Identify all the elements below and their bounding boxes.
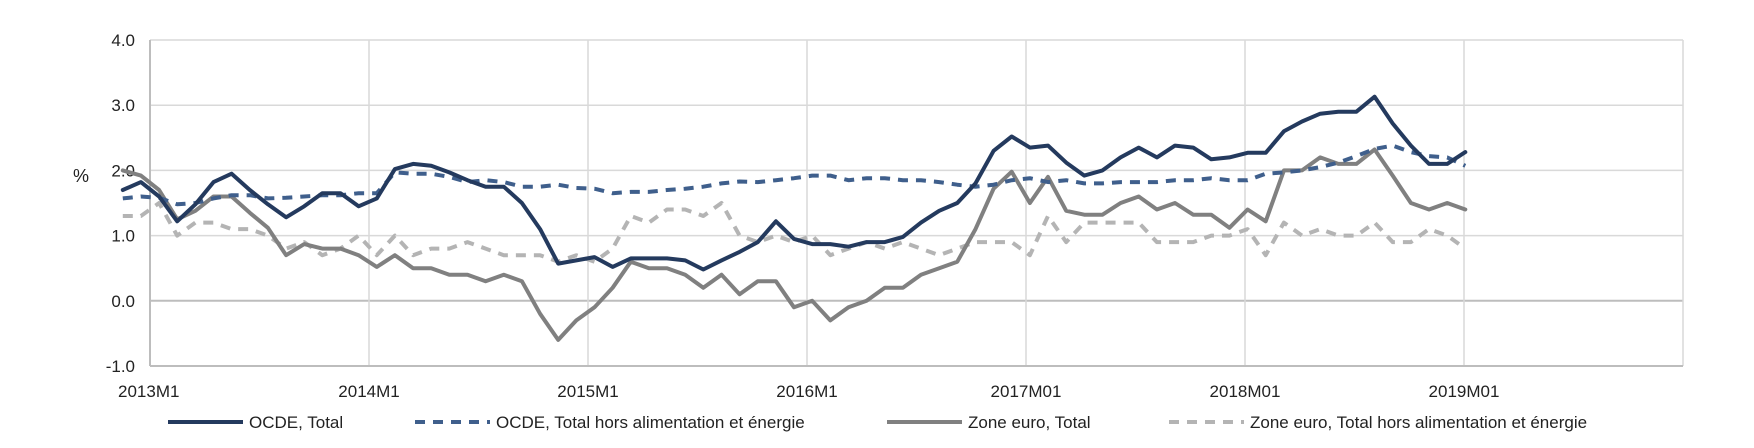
y-tick-label: -1.0 [106,357,135,376]
x-tick-label: 2018M01 [1210,382,1281,401]
x-tick-label: 2014M1 [338,382,399,401]
y-tick-label: 4.0 [111,31,135,50]
plot-area [120,94,1468,342]
x-tick-label: 2016M1 [776,382,837,401]
x-tick-label: 2015M1 [557,382,618,401]
series-line [120,94,1468,272]
legend-label: Zone euro, Total [968,413,1091,432]
x-tick-label: 2017M01 [991,382,1062,401]
legend-label: Zone euro, Total hors alimentation et én… [1250,413,1587,432]
x-axis-ticks: 2013M1 2014M1 2015M1 2016M1 2017M01 2018M01 20… [118,382,1499,401]
legend: OCDE, Total OCDE, Total hors alimentation… [168,413,1587,432]
y-axis-ticks: 4.03.02.01.00.0-1.0 [106,31,135,376]
y-axis-label: % [73,166,89,186]
y-tick-label: 1.0 [111,227,135,246]
x-tick-label: 2013M1 [118,382,179,401]
x-axis [149,40,1683,367]
y-tick-label: 3.0 [111,96,135,115]
legend-label: OCDE, Total [249,413,343,432]
legend-label: OCDE, Total hors alimentation et énergie [496,413,805,432]
x-tick-label: 2019M01 [1429,382,1500,401]
series-line [122,143,1467,207]
y-tick-label: 0.0 [111,292,135,311]
series-line [120,147,1468,342]
series-line [122,201,1467,264]
